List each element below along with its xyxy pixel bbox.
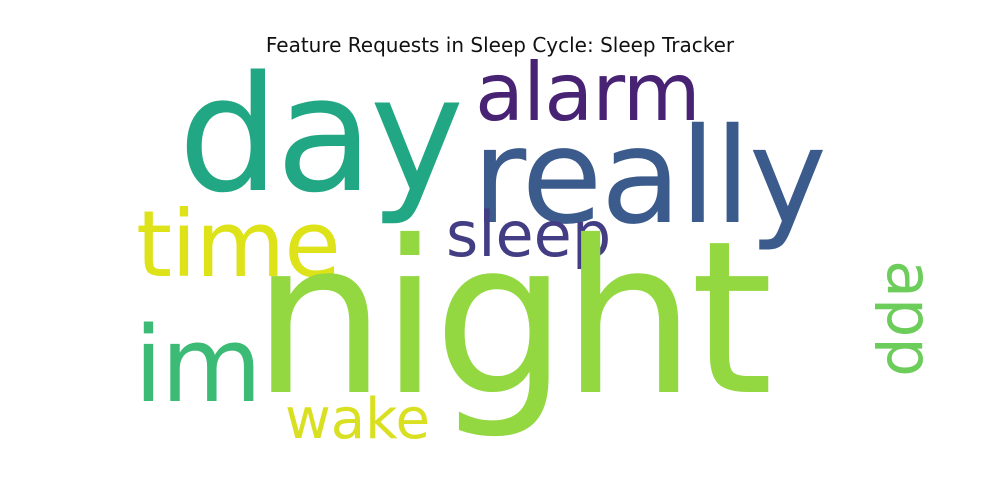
word-app: app bbox=[873, 260, 946, 377]
word-day: day bbox=[178, 41, 460, 228]
word-time: time bbox=[136, 191, 340, 298]
word-really: really bbox=[472, 100, 825, 254]
figure-title: Feature Requests in Sleep Cycle: Sleep T… bbox=[265, 33, 735, 57]
word-night: night bbox=[252, 195, 769, 442]
word-sleep: sleep bbox=[446, 198, 611, 271]
word-alarm: alarm bbox=[475, 46, 700, 139]
word-im: im bbox=[134, 304, 260, 426]
word-wake: wake bbox=[285, 387, 430, 452]
